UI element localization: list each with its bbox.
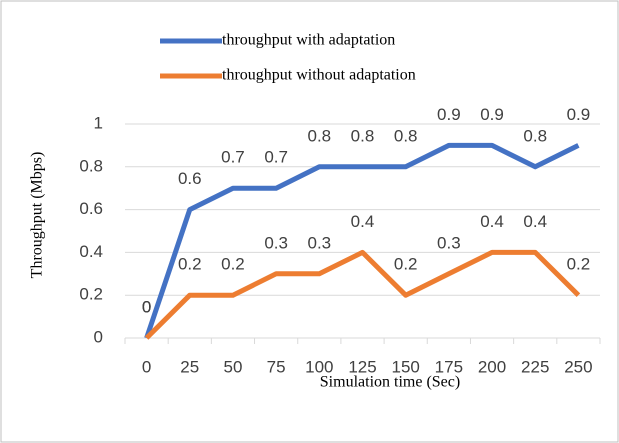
data-label: 0.6 xyxy=(178,169,202,188)
data-label: 0.2 xyxy=(178,255,202,274)
data-label: 0.8 xyxy=(523,126,547,145)
data-label: 0.8 xyxy=(394,126,418,145)
x-tick-label: 225 xyxy=(521,357,549,376)
y-tick-label: 1 xyxy=(94,113,103,132)
data-label: 0.2 xyxy=(394,255,418,274)
y-tick-label: 0.2 xyxy=(79,285,103,304)
y-tick-label: 0.4 xyxy=(79,242,103,261)
y-axis-title: Throughput (Mbps) xyxy=(29,152,46,279)
data-label: 0.8 xyxy=(307,126,331,145)
data-label: 0.4 xyxy=(523,212,547,231)
data-label: 0 xyxy=(142,297,151,316)
x-tick-label: 0 xyxy=(142,357,151,376)
data-label: 0.3 xyxy=(437,233,461,252)
x-tick-label: 25 xyxy=(180,357,199,376)
legend-label: throughput with adaptation xyxy=(222,32,395,49)
data-label: 0.7 xyxy=(264,148,288,167)
x-tick-label: 75 xyxy=(267,357,286,376)
data-label: 0.8 xyxy=(351,126,375,145)
x-tick-label: 50 xyxy=(223,357,242,376)
x-tick-label: 125 xyxy=(348,357,376,376)
data-label: 0.9 xyxy=(437,105,461,124)
data-label: 0.9 xyxy=(480,105,504,124)
data-label: 0.2 xyxy=(221,255,245,274)
data-label: 0.4 xyxy=(351,212,375,231)
legend-label: throughput without adaptation xyxy=(222,67,416,84)
data-label: 0.3 xyxy=(264,233,288,252)
x-tick-label: 150 xyxy=(391,357,419,376)
data-label: 0 xyxy=(142,297,151,316)
y-tick-label: 0.8 xyxy=(79,156,103,175)
data-label: 0.4 xyxy=(480,212,504,231)
data-label: 0.2 xyxy=(567,255,591,274)
x-tick-label: 175 xyxy=(435,357,463,376)
x-tick-label: 100 xyxy=(305,357,333,376)
x-axis-title: Simulation time (Sec) xyxy=(320,374,460,391)
y-tick-label: 0.6 xyxy=(79,199,103,218)
y-tick-label: 0 xyxy=(94,327,103,346)
data-label: 0.9 xyxy=(567,105,591,124)
series-line xyxy=(144,249,581,340)
data-label: 0.3 xyxy=(307,233,331,252)
data-label: 0.7 xyxy=(221,148,245,167)
x-tick-label: 250 xyxy=(564,357,592,376)
x-tick-label: 200 xyxy=(478,357,506,376)
series-line xyxy=(144,142,580,339)
